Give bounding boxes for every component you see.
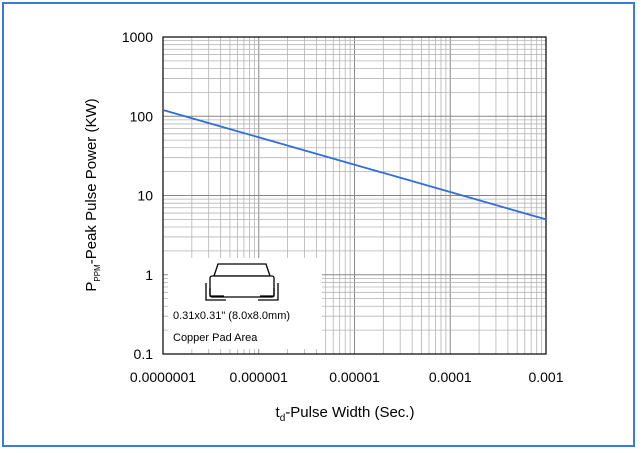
y-axis-label-subscript: PPM <box>93 264 102 282</box>
x-tick-label: 0.0000001 <box>130 369 196 385</box>
x-axis-label: td-Pulse Width (Sec.) <box>276 404 415 424</box>
plot-area-border <box>162 36 547 355</box>
y-tick-label: 1000 <box>122 29 153 45</box>
x-tick-label: 0.0001 <box>429 369 472 385</box>
y-axis-label-main: P <box>83 282 100 292</box>
x-tick-label: 0.001 <box>528 369 563 385</box>
y-tick-label: 100 <box>130 108 154 124</box>
x-tick-label: 0.00001 <box>329 369 380 385</box>
series-line <box>162 109 547 221</box>
y-axis-label: PPPM-Peak Pulse Power (KW) <box>83 98 102 291</box>
annotation-line2: Copper Pad Area <box>173 332 258 344</box>
x-axis-label-main: t <box>276 404 281 421</box>
chart-frame <box>2 2 635 447</box>
series-layer <box>162 109 547 221</box>
y-tick-label: 10 <box>137 188 153 204</box>
y-tick-label: 0.1 <box>134 346 154 362</box>
x-tick-label: 0.000001 <box>230 369 289 385</box>
tick-labels: 0.0000001 0.000001 0.00001 0.0001 0.001 0.1 1 1… <box>122 29 564 385</box>
annotation-line1: 0.31x0.31" (8.0x8.0mm) <box>173 310 290 322</box>
smd-package-icon <box>205 263 279 301</box>
x-axis-label-rest: -Pulse Width (Sec.) <box>285 404 414 421</box>
y-axis-label-rest: -Peak Pulse Power (KW) <box>83 98 100 264</box>
y-tick-label: 1 <box>145 267 153 283</box>
x-axis-label-subscript: d <box>280 413 286 424</box>
pad-area-annotation: 0.31x0.31" (8.0x8.0mm) Copper Pad Area <box>168 258 322 349</box>
